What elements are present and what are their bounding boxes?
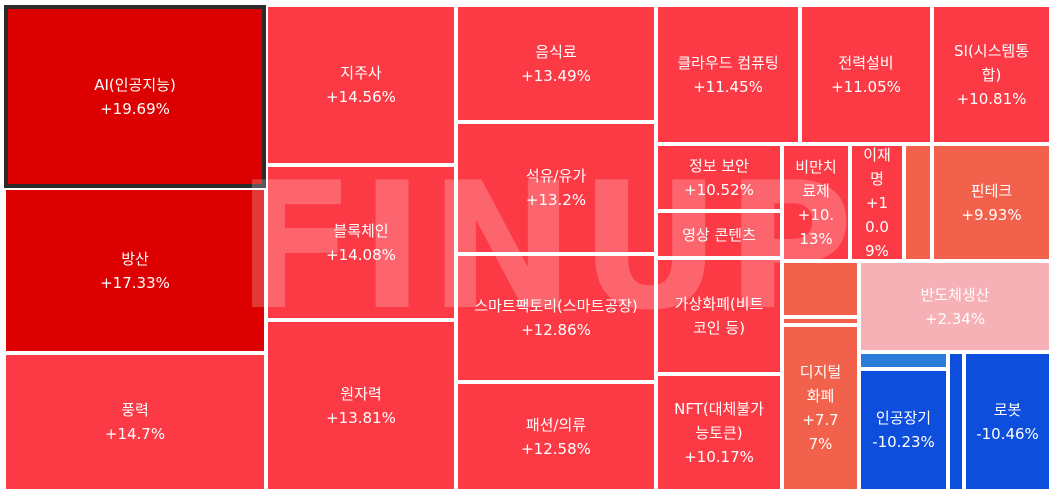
tile-label: 음식료 <box>535 42 577 61</box>
tile-label: SI(시스템통합) <box>954 41 1029 84</box>
tile-value: +13.81% <box>326 408 396 427</box>
treemap-tile-empty[interactable] <box>904 144 932 261</box>
treemap-tile-empty[interactable] <box>782 261 859 317</box>
tile-label: 핀테크 <box>970 181 1013 200</box>
tile-value: +7.77% <box>802 411 839 453</box>
tile-label: 전력설비 <box>838 53 894 72</box>
treemap-tile[interactable]: 인공장기 -10.23% <box>859 369 948 491</box>
tile-label: 클라우드 컴퓨팅 <box>677 53 779 72</box>
treemap-tile[interactable]: 영상 콘텐츠 <box>656 211 782 258</box>
tile-label: 풍력 <box>121 401 149 419</box>
treemap-tile[interactable]: 디지털화폐 +7.77% <box>782 325 859 491</box>
treemap-tile[interactable]: 전력설비 +11.05% <box>800 5 932 144</box>
treemap-tile[interactable]: SI(시스템통합) +10.81% <box>932 5 1051 144</box>
treemap-tile[interactable]: 음식료 +13.49% <box>456 5 656 122</box>
treemap-tile[interactable]: 패션/의류 +12.58% <box>456 382 656 491</box>
tile-value: +10.09% <box>865 193 889 260</box>
tile-label: AI(인공지능) <box>94 75 176 94</box>
treemap-tile-empty[interactable] <box>782 317 859 325</box>
treemap-tile-empty[interactable] <box>859 352 948 369</box>
treemap-tile[interactable]: 석유/유가 +13.2% <box>456 122 656 254</box>
tile-label: 스마트팩토리(스마트공장) <box>474 297 638 315</box>
tile-label: 이재명 <box>863 145 891 188</box>
tile-label: 비만치료제 <box>795 157 837 200</box>
tile-value: +10.13% <box>797 205 835 248</box>
treemap-tile[interactable]: 로봇 -10.46% <box>964 352 1051 491</box>
tile-value: +11.45% <box>693 77 763 96</box>
tile-label: 영상 콘텐츠 <box>682 225 756 244</box>
treemap-tile[interactable]: 이재명 +10.09% <box>850 144 904 261</box>
treemap-tile-empty[interactable] <box>948 352 964 491</box>
tile-label: 로봇 <box>993 400 1022 419</box>
tile-value: +17.33% <box>100 273 170 292</box>
tile-value: +2.34% <box>924 309 986 328</box>
treemap-tile[interactable]: 블록체인 +14.08% <box>266 165 456 320</box>
tile-label: 석유/유가 <box>525 167 587 185</box>
tile-label: 인공장기 <box>875 409 932 427</box>
treemap-tile[interactable]: 가상화폐(비트코인 등) <box>656 258 782 374</box>
treemap-tile[interactable]: 지주사 +14.56% <box>266 5 456 165</box>
tile-label: 디지털화폐 <box>799 363 842 405</box>
tile-value: +14.08% <box>326 245 396 264</box>
tile-value: +13.49% <box>521 66 591 85</box>
tile-value: -10.46% <box>976 424 1039 443</box>
tile-value: +10.17% <box>684 447 754 466</box>
treemap-tile[interactable]: 핀테크 +9.93% <box>932 144 1051 261</box>
tile-value: +19.69% <box>100 99 170 118</box>
treemap-tile[interactable]: 클라우드 컴퓨팅 +11.45% <box>656 5 800 144</box>
tile-label: 블록체인 <box>333 221 389 240</box>
treemap-tile[interactable]: 방산 +17.33% <box>4 188 266 353</box>
treemap-tile[interactable]: 풍력 +14.7% <box>4 353 266 491</box>
tile-label: 가상화폐(비트코인 등) <box>674 295 764 337</box>
treemap-tile[interactable]: 원자력 +13.81% <box>266 320 456 491</box>
treemap-tile[interactable]: NFT(대체불가능토큰) +10.17% <box>656 374 782 491</box>
tile-label: 방산 <box>121 249 149 268</box>
tile-value: +12.58% <box>521 439 591 458</box>
tile-value: +13.2% <box>525 191 587 209</box>
treemap-tile[interactable]: 반도체생산 +2.34% <box>859 261 1051 352</box>
tile-value: +11.05% <box>831 77 901 96</box>
tile-value: +10.52% <box>684 180 754 199</box>
tile-value: +10.81% <box>956 89 1027 108</box>
tile-label: NFT(대체불가능토큰) <box>674 399 764 442</box>
treemap-tile[interactable]: 스마트팩토리(스마트공장) +12.86% <box>456 254 656 382</box>
treemap-tile[interactable]: 비만치료제 +10.13% <box>782 144 850 261</box>
tile-value: +14.56% <box>326 88 396 106</box>
tile-value: +14.7% <box>104 425 166 443</box>
tile-label: 지주사 <box>340 64 382 82</box>
tile-value: +12.86% <box>521 321 591 339</box>
tile-value: -10.23% <box>872 433 935 451</box>
tile-label: 원자력 <box>340 384 382 403</box>
treemap-tile[interactable]: 정보 보안 +10.52% <box>656 144 782 211</box>
treemap-tile[interactable]: AI(인공지능) +19.69% <box>4 5 266 188</box>
tile-label: 반도체생산 <box>920 285 990 304</box>
tile-label: 정보 보안 <box>689 156 749 175</box>
tile-label: 패션/의류 <box>525 415 587 434</box>
tile-value: +9.93% <box>961 205 1022 224</box>
